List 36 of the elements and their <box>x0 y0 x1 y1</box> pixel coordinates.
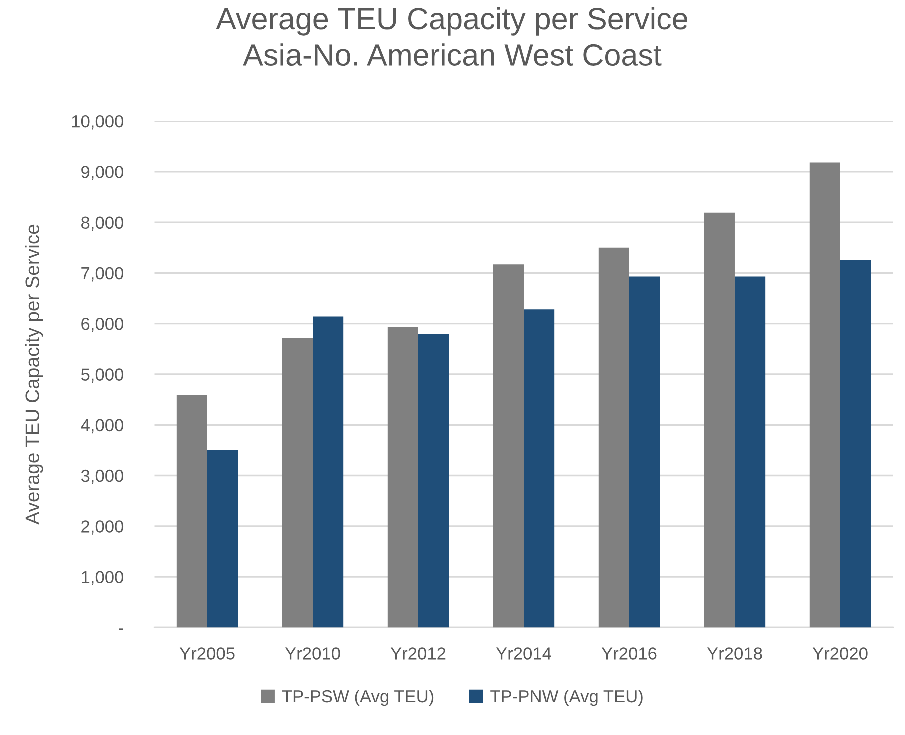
bar <box>313 316 344 628</box>
y-tick-label: 2,000 <box>82 520 124 535</box>
bar <box>418 334 450 628</box>
bar <box>704 212 735 628</box>
x-tick-label: Yr2014 <box>496 648 552 660</box>
bar <box>388 327 418 628</box>
y-tick-label: 9,000 <box>82 166 124 180</box>
y-tick-label: 1,000 <box>82 571 124 586</box>
y-tick-label: 4,000 <box>81 419 124 434</box>
x-tick-label: Yr2016 <box>602 648 657 660</box>
legend-label: TP-PNW (Avg TEU) <box>490 690 643 706</box>
y-tick-label: 3,000 <box>81 470 124 484</box>
chart-title: Average TEU Capacity per Service Asia-No. American West Coast <box>216 7 688 66</box>
bar <box>840 260 872 628</box>
y-tick-label: 8,000 <box>82 216 124 232</box>
y-tick-label: 7,000 <box>82 267 124 282</box>
bar <box>629 276 660 628</box>
bar <box>598 248 630 628</box>
y-tick-label: 6,000 <box>82 318 124 332</box>
bar <box>282 338 313 628</box>
legend-label: TP-PSW (Avg TEU) <box>282 690 434 706</box>
y-tick-label: 5,000 <box>81 368 124 383</box>
bar <box>810 162 840 628</box>
bar <box>176 395 208 628</box>
x-tick-label: Yr2012 <box>390 648 446 660</box>
bar <box>493 264 524 628</box>
y-tick-label: 10,000 <box>72 115 124 130</box>
x-tick-label: Yr2005 <box>180 648 235 660</box>
x-tick-label: Yr2010 <box>285 648 340 660</box>
x-tick-label: Yr2020 <box>812 648 868 660</box>
bar <box>734 276 766 628</box>
y-axis-title: Average TEU Capacity per Service <box>25 224 44 525</box>
y-tick-label: - <box>119 628 124 630</box>
bar <box>524 310 555 628</box>
bar <box>208 450 238 628</box>
x-tick-label: Yr2018 <box>707 648 762 660</box>
